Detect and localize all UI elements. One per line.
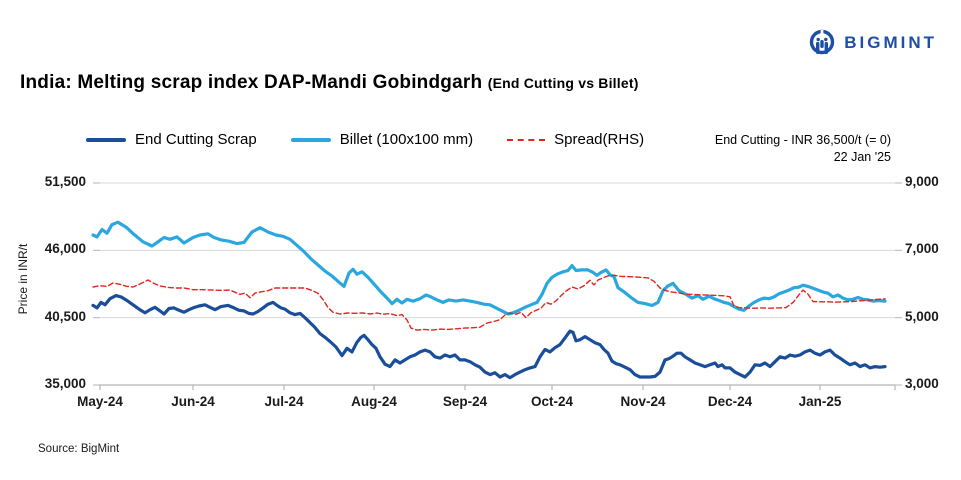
x-axis-tick-label: Nov-24 <box>620 394 666 409</box>
end-cutting-line-swatch <box>86 137 126 142</box>
chart-legend: End Cutting Scrap Billet (100x100 mm) Sp… <box>86 131 644 148</box>
left-axis-tick-label: 40,500 <box>44 308 86 324</box>
left-axis-tick-label: 46,000 <box>44 241 86 257</box>
right-axis-tick-label: 9,000 <box>905 174 939 189</box>
bigmint-logo-icon <box>807 28 837 58</box>
latest-value-annotation: End Cutting - INR 36,500/t (= 0) 22 Jan … <box>715 132 891 166</box>
series-line-spread-rhs <box>92 274 886 331</box>
page-title-main: India: Melting scrap index DAP-Mandi Gob… <box>20 72 483 93</box>
bigmint-logo-text: BIGMINT <box>844 33 937 52</box>
x-axis-tick-label: Aug-24 <box>351 394 397 409</box>
annotation-line-1: End Cutting - INR 36,500/t (= 0) <box>714 133 891 147</box>
x-axis-tick-label: Jun-24 <box>171 394 215 409</box>
source-note: Source: BigMint <box>38 443 120 455</box>
left-axis-tick-label: 51,500 <box>44 174 86 189</box>
series-line-billet-100x100-mm <box>91 220 887 316</box>
legend-item-end-cutting: End Cutting Scrap <box>86 131 257 148</box>
legend-label-spread: Spread(RHS) <box>554 131 645 148</box>
x-axis-tick-label: Oct-24 <box>530 394 574 409</box>
right-axis-tick-label: 5,000 <box>905 308 939 324</box>
legend-item-billet: Billet (100x100 mm) <box>290 131 474 148</box>
line-chart-plot <box>91 182 902 390</box>
page-subtitle: (End Cutting vs Billet) <box>487 75 639 91</box>
right-axis-tick-label: 7,000 <box>905 241 939 257</box>
spread-line-swatch <box>507 138 546 141</box>
legend-label-billet: Billet (100x100 mm) <box>339 131 474 148</box>
annotation-line-2: 22 Jan '25 <box>833 150 891 164</box>
x-axis-tick-label: May-24 <box>77 394 123 409</box>
billet-line-swatch <box>290 137 331 142</box>
page-title: India: Melting scrap index DAP-Mandi Gob… <box>20 72 639 94</box>
right-axis-tick-label: 3,000 <box>905 376 939 391</box>
series-line-end-cutting-scrap <box>91 293 887 380</box>
bigmint-logo: BIGMINT <box>807 28 937 58</box>
x-axis-tick-label: Jan-25 <box>798 394 842 409</box>
legend-label-end-cutting: End Cutting Scrap <box>135 131 257 148</box>
x-axis-tick-label: Dec-24 <box>707 394 753 409</box>
x-axis-tick-label: Jul-24 <box>264 394 304 409</box>
x-axis-tick-label: Sep-24 <box>442 394 488 409</box>
left-axis-tick-label: 35,000 <box>44 376 86 391</box>
legend-item-spread: Spread(RHS) <box>507 131 644 148</box>
